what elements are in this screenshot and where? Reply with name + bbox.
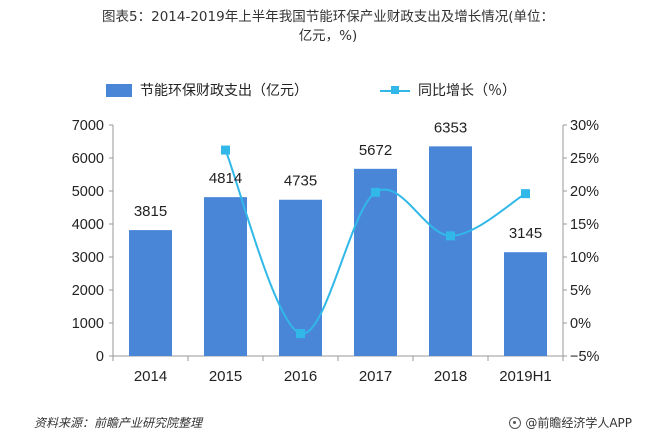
bar-value-label: 3815 (134, 203, 167, 220)
y-right-tick-label: 5% (570, 283, 591, 299)
bar-value-label: 4814 (209, 170, 242, 187)
bar-value-label: 4735 (284, 173, 317, 190)
y-right-tick-label: 15% (570, 217, 599, 233)
brand-logo-icon (509, 416, 522, 429)
source-note: 资料来源：前瞻产业研究院整理 (34, 416, 203, 430)
y-left-tick-label: 6000 (72, 151, 104, 167)
y-right-tick-label: 0% (570, 316, 591, 332)
chart-title: 图表5：2014-2019年上半年我国节能环保产业财政支出及增长情况(单位： 亿… (0, 8, 656, 46)
x-tick-label: 2015 (209, 368, 242, 385)
x-tick-label: 2014 (134, 368, 167, 385)
chart-title-line-1: 图表5：2014-2019年上半年我国节能环保产业财政支出及增长情况(单位： (102, 9, 554, 25)
growth-marker (221, 145, 230, 155)
y-left-tick-label: 5000 (72, 184, 104, 200)
bar-value-label: 6353 (434, 119, 467, 136)
x-tick-label: 2017 (359, 368, 392, 385)
brand-mark: @前瞻经济学人APP (509, 414, 632, 431)
y-left-tick-label: 7000 (72, 118, 104, 134)
growth-marker (371, 187, 380, 197)
growth-marker (446, 231, 455, 241)
y-left-tick-label: 0 (96, 349, 104, 365)
bar (429, 146, 472, 356)
growth-marker (521, 189, 530, 199)
y-left-tick-label: 3000 (72, 250, 104, 266)
legend-line-swatch (380, 84, 410, 97)
growth-line (224, 149, 527, 335)
chart-title-line-2: 亿元，%) (298, 28, 358, 44)
bar (354, 168, 397, 356)
y-right-tick-label: 10% (570, 250, 599, 266)
bar-value-label: 3145 (509, 225, 542, 242)
y-left-tick-label: 1000 (72, 316, 104, 332)
line-series (221, 145, 530, 339)
data-labels: 3815 4814 4735 5672 6353 3145 (134, 119, 542, 242)
y-right-tick-label: 30% (570, 118, 599, 134)
legend-bar-swatch (106, 83, 132, 97)
x-tick-label: 2016 (284, 368, 317, 385)
legend-item-bar: 节能环保财政支出（亿元） (106, 80, 308, 100)
y-right-tick-label: −5% (570, 349, 600, 365)
chart-axes: 0 1000 2000 3000 4000 5000 6000 7000 −5% 0% 5% 10% 1… (72, 118, 600, 385)
chart-legend: 节能环保财政支出（亿元） 同比增长（％） (0, 80, 656, 100)
legend-line-label: 同比增长（％） (418, 83, 516, 99)
bar-value-label: 5672 (359, 142, 392, 159)
bar (204, 197, 247, 356)
x-tick-label: 2019H1 (499, 368, 552, 385)
y-right-tick-label: 20% (570, 184, 599, 200)
legend-bar-label: 节能环保财政支出（亿元） (140, 83, 308, 99)
x-tick-label: 2018 (434, 368, 467, 385)
bar (504, 252, 547, 356)
brand-text: @前瞻经济学人APP (525, 416, 632, 430)
bar (129, 230, 172, 356)
bar-series (129, 146, 547, 356)
growth-marker (296, 329, 305, 339)
y-left-tick-label: 4000 (72, 217, 104, 233)
y-left-tick-label: 2000 (72, 283, 104, 299)
y-right-tick-label: 25% (570, 151, 599, 167)
legend-item-line: 同比增长（％） (380, 80, 516, 100)
